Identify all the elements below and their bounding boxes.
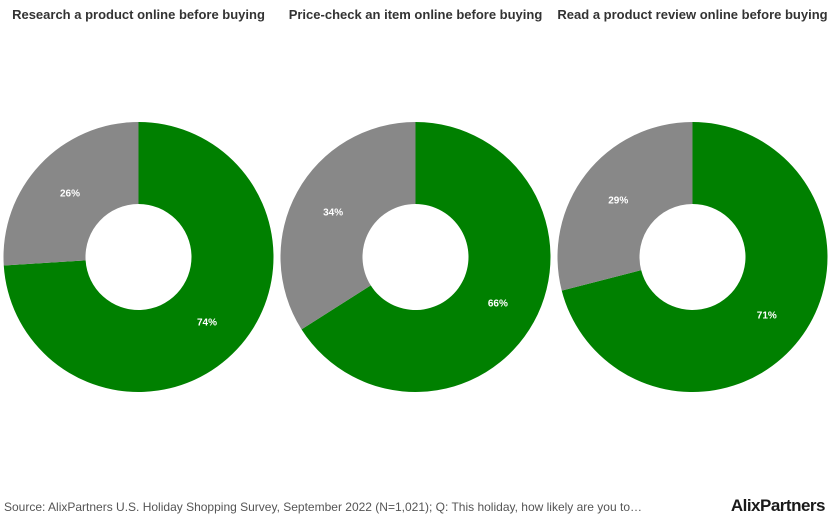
donut-chart: 66% 34%: [280, 122, 551, 392]
brand-logo: AlixPartners: [730, 496, 826, 515]
pie-slice: [301, 122, 551, 392]
slice-label: 34%: [323, 208, 343, 219]
slice-label: 74%: [197, 317, 217, 328]
slice-label: 66%: [488, 298, 508, 309]
source-note: Source: AlixPartners U.S. Holiday Shoppi…: [4, 500, 642, 514]
chart-panel-research: Research a product online before buying …: [0, 0, 277, 480]
donut-chart: 74% 26%: [3, 122, 274, 392]
pie-slice: [280, 122, 416, 330]
chart-panel-price-check: Price-check an item online before buying…: [277, 0, 554, 480]
slice-label: 71%: [757, 311, 777, 322]
pie-slice: [3, 122, 274, 392]
chart-title: Price-check an item online before buying: [288, 7, 543, 22]
pie-slice: [3, 122, 139, 266]
slice-label: 29%: [608, 195, 628, 206]
chart-title: Research a product online before buying: [12, 7, 265, 22]
slice-label: 26%: [60, 189, 80, 200]
pie-slice: [557, 122, 693, 291]
donut-chart: 71% 29%: [557, 122, 828, 392]
chart-panel-review: Read a product review online before buyi…: [554, 0, 831, 480]
pie-slice: [561, 122, 828, 392]
chart-title: Read a product review online before buyi…: [557, 7, 828, 22]
